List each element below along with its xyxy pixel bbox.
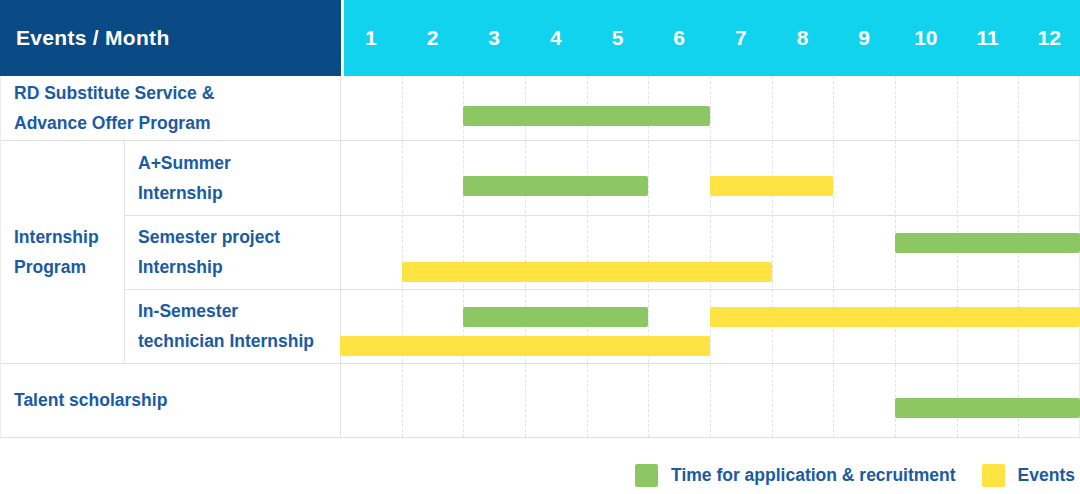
- month-label: 10: [895, 0, 957, 76]
- month-gridline: [957, 76, 958, 437]
- application-color-swatch: [635, 464, 658, 487]
- month-label: 4: [525, 0, 587, 76]
- legend: Time for application & recruitment Event…: [635, 463, 1075, 487]
- month-gridline: [463, 76, 464, 437]
- row-label-semester-project-internship: Semester project Internship: [124, 215, 340, 289]
- month-label: 2: [402, 0, 464, 76]
- month-gridline: [833, 76, 834, 437]
- gantt-bar-application: [463, 106, 710, 126]
- month-gridline: [402, 76, 403, 437]
- month-gridline: [895, 76, 896, 437]
- month-gridline: [772, 76, 773, 437]
- month-label: 1: [340, 0, 402, 76]
- legend-label-application: Time for application & recruitment: [671, 465, 956, 486]
- month-label: 7: [710, 0, 772, 76]
- row-label-rd-substitute: RD Substitute Service & Advance Offer Pr…: [0, 76, 340, 140]
- row-divider: [0, 437, 1080, 438]
- gantt-bar-events: [710, 176, 833, 196]
- gantt-bar-events: [710, 307, 1080, 327]
- row-label-in-semester-technician-internship: In-Semester technician Internship: [124, 289, 340, 363]
- gantt-bar-application: [895, 398, 1080, 418]
- row-label-talent-scholarship: Talent scholarship: [0, 363, 340, 437]
- month-label: 5: [587, 0, 649, 76]
- month-header-band: 123456789101112: [344, 0, 1080, 76]
- gantt-bar-application: [463, 307, 648, 327]
- month-gridline: [525, 76, 526, 437]
- gantt-bar-events: [340, 336, 710, 356]
- month-label: 9: [833, 0, 895, 76]
- gantt-chart: Events / Month 123456789101112 RD Substi…: [0, 0, 1080, 494]
- events-color-swatch: [982, 464, 1005, 487]
- legend-item-application: Time for application & recruitment: [635, 464, 956, 487]
- month-label: 8: [772, 0, 834, 76]
- month-gridline: [587, 76, 588, 437]
- gantt-bar-application: [463, 176, 648, 196]
- row-label-a-summer-internship: A+Summer Internship: [124, 140, 340, 215]
- header-title: Events / Month: [16, 26, 170, 50]
- header-label-cell: Events / Month: [0, 0, 341, 76]
- gantt-bar-application: [895, 233, 1080, 253]
- legend-item-events: Events: [982, 464, 1075, 487]
- month-gridline: [648, 76, 649, 437]
- month-label: 11: [957, 0, 1019, 76]
- month-label: 6: [648, 0, 710, 76]
- month-label: 12: [1018, 0, 1080, 76]
- month-gridline: [1018, 76, 1019, 437]
- month-label: 3: [463, 0, 525, 76]
- group-label-internship-program: Internship Program: [0, 140, 124, 363]
- legend-label-events: Events: [1018, 465, 1075, 486]
- gantt-bar-events: [402, 262, 772, 282]
- month-gridline: [710, 76, 711, 437]
- label-chart-divider: [340, 76, 341, 437]
